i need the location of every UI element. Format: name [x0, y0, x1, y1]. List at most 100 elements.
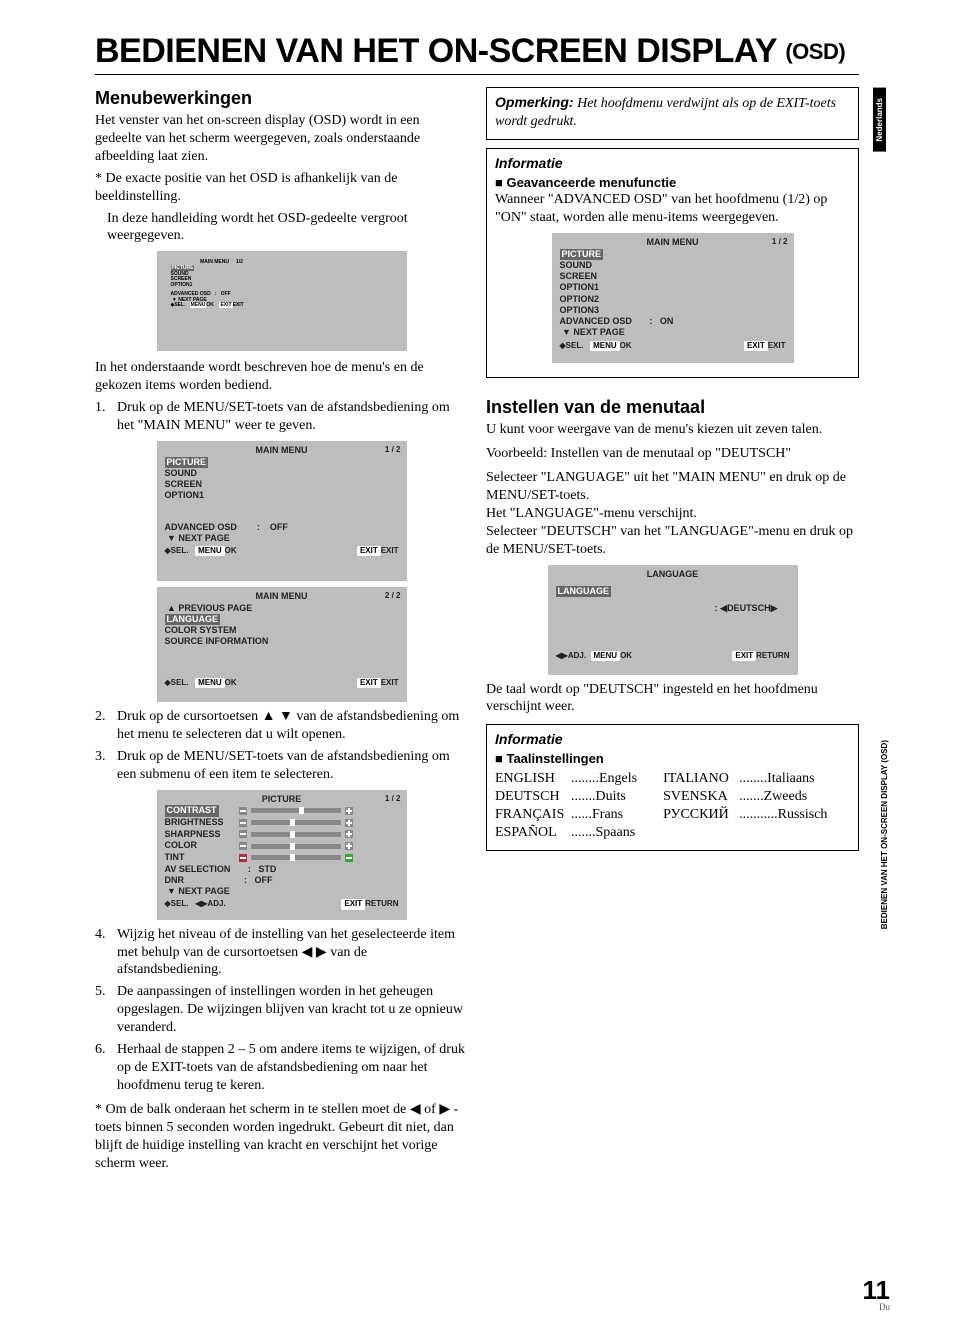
osd-pic-sharpness: SHARPNESS — [165, 829, 235, 841]
osd-lang-value: DEUTSCH — [727, 603, 771, 613]
osd-adv-advrow: ADVANCED OSD : ON — [552, 316, 794, 327]
osd-adv-item-picture: PICTURE — [560, 249, 604, 260]
heading-instellen: Instellen van de menutaal — [486, 396, 859, 419]
osd-adv-item-opt2: OPTION2 — [552, 294, 794, 305]
osd-pic-contrast: CONTRAST — [165, 805, 219, 817]
osd-adv-item-sound: SOUND — [552, 260, 794, 271]
osd-adv-item-screen: SCREEN — [552, 271, 794, 282]
intro-p2: In het onderstaande wordt beschreven hoe… — [95, 359, 468, 395]
osd-thumb-panel: MAIN MENU 1/2 PICTURE SOUND SCREEN OPTIO… — [167, 257, 277, 329]
r-p4: Voorbeeld: Instellen van de menutaal op … — [486, 445, 859, 463]
step-5-text: De aanpassingen of instellingen worden i… — [117, 983, 468, 1037]
right-column: Opmerking: Het hoofdmenu verdwijnt als o… — [486, 87, 859, 1172]
osd-language: LANGUAGE LANGUAGE : ◀DEUTSCH▶ ◀▶ADJ. MEN… — [548, 565, 798, 675]
osd-main-menu-2: MAIN MENU 2 / 2 ▲ PREVIOUS PAGE LANGUAGE… — [157, 587, 407, 702]
osd-lang-title: LANGUAGE — [548, 565, 798, 581]
osd-main2-item-color: COLOR SYSTEM — [157, 625, 407, 636]
osd-main1-foot: ◆SEL. MENUOK EXITEXIT — [157, 544, 407, 561]
osd-lang-row: LANGUAGE — [548, 586, 798, 597]
step-3-text: Druk op de MENU/SET-toets van de afstand… — [117, 748, 468, 784]
r-p5: Selecteer "LANGUAGE" uit het "MAIN MENU"… — [486, 469, 859, 505]
step-2-num: 2. — [95, 708, 111, 744]
left-column: Menubewerkingen Het venster van het on-s… — [95, 87, 468, 1172]
title-suffix: (OSD) — [785, 39, 845, 64]
lang-col-1: ENGLISH........Engels DEUTSCH.......Duit… — [495, 770, 637, 842]
osd-pic-foot: ◆SEL. ◀▶ADJ. EXITRETURN — [157, 897, 407, 914]
osd-lang-label: LANGUAGE — [556, 586, 612, 597]
osd-main1-adv-label: ADVANCED OSD — [165, 522, 237, 532]
step-4-num: 4. — [95, 926, 111, 980]
intro-note2: In deze handleiding wordt het OSD-gedeel… — [95, 210, 468, 246]
step-6-num: 6. — [95, 1041, 111, 1095]
info2-title: Informatie — [495, 731, 850, 749]
content-columns: Menubewerkingen Het venster van het on-s… — [95, 87, 859, 1172]
osd-picture: PICTURE 1 / 2 CONTRAST BRIGHTNESS SHARPN… — [157, 790, 407, 920]
language-table: ENGLISH........Engels DEUTSCH.......Duit… — [495, 770, 850, 842]
intro-note: * De exacte positie van het OSD is afhan… — [95, 170, 468, 206]
menu-btn-icon: MENU — [195, 546, 225, 556]
osd-picture-pg: 1 / 2 — [385, 794, 401, 804]
side-tab-lang-wrap: Nederlands — [873, 88, 891, 156]
r-p6: Het "LANGUAGE"-menu verschijnt. — [486, 505, 859, 523]
side-tab-section: BEDIENEN VAN HET ON-SCREEN DISPLAY (OSD) — [880, 740, 889, 929]
osd-main-menu-1: MAIN MENU 1 / 2 PICTURE SOUND SCREEN OPT… — [157, 441, 407, 581]
side-tab-language: Nederlands — [873, 88, 886, 152]
step-2: 2. Druk op de cursortoetsen ▲ ▼ van de a… — [95, 708, 468, 744]
step-2-text: Druk op de cursortoetsen ▲ ▼ van de afst… — [117, 708, 468, 744]
osd-main2-foot: ◆SEL. MENUOK EXITEXIT — [157, 676, 407, 693]
info-box-languages: Informatie ■ Taalinstellingen ENGLISH...… — [486, 724, 859, 850]
osd-pic-tint: TINT — [165, 852, 235, 864]
osd-main2-prev: ▲ PREVIOUS PAGE — [157, 603, 407, 614]
osd-adv-foot: ◆SEL. MENUOK EXITEXIT — [552, 339, 794, 356]
osd-main2-title: MAIN MENU — [157, 587, 407, 603]
osd-adv-next: ▼ NEXT PAGE — [552, 327, 794, 338]
osd-main1-adv-val: OFF — [270, 522, 288, 532]
osd-main2-item-language: LANGUAGE — [165, 614, 221, 625]
step-6-text: Herhaal de stappen 2 – 5 om andere items… — [117, 1041, 468, 1095]
osd-pic-brightness: BRIGHTNESS — [165, 817, 235, 829]
osd-main1-item-sound: SOUND — [157, 468, 407, 479]
step-1-num: 1. — [95, 399, 111, 435]
osd-main2-item-source: SOURCE INFORMATION — [157, 636, 407, 647]
osd-pic-next: ▼ NEXT PAGE — [157, 886, 407, 897]
footnote: * Om de balk onderaan het scherm in te s… — [95, 1101, 468, 1173]
step-5: 5. De aanpassingen of instellingen worde… — [95, 983, 468, 1037]
exit-btn-icon: EXIT — [357, 546, 381, 556]
osd-thumb-frame: MAIN MENU 1/2 PICTURE SOUND SCREEN OPTIO… — [157, 251, 407, 351]
osd-main1-item-option1: OPTION1 — [157, 490, 407, 501]
osd-pic-av: AV SELECTION : STD — [157, 864, 407, 875]
osd-adv-title: MAIN MENU — [552, 233, 794, 249]
page-title: BEDIENEN VAN HET ON-SCREEN DISPLAY (OSD) — [95, 32, 859, 71]
info1-title: Informatie — [495, 155, 850, 173]
osd-main1-adv: ADVANCED OSD : OFF — [157, 522, 407, 533]
r-p3: U kunt voor weergave van de menu's kieze… — [486, 421, 859, 439]
osd-main1-next: ▼ NEXT PAGE — [157, 533, 407, 544]
osd-pic-dnr: DNR : OFF — [157, 875, 407, 886]
step-4-text: Wijzig het niveau of de instelling van h… — [117, 926, 468, 980]
step-3: 3. Druk op de MENU/SET-toets van de afst… — [95, 748, 468, 784]
osd-adv-pg: 1 / 2 — [772, 237, 788, 247]
lang-col-2: ITALIANO........Italiaans SVENSKA.......… — [663, 770, 827, 842]
osd-lang-value-row: : ◀DEUTSCH▶ — [548, 603, 798, 614]
opmerking-label: Opmerking: — [495, 94, 574, 110]
intro-p1: Het venster van het on-screen display (O… — [95, 112, 468, 166]
osd-main2-pg: 2 / 2 — [385, 591, 401, 601]
step-4: 4. Wijzig het niveau of de instelling va… — [95, 926, 468, 980]
title-rule — [95, 74, 859, 75]
info1-text: Wanneer "ADVANCED OSD" van het hoofdmenu… — [495, 191, 850, 227]
step-5-num: 5. — [95, 983, 111, 1037]
r-p8: De taal wordt op "DEUTSCH" ingesteld en … — [486, 681, 859, 717]
page-root: BEDIENEN VAN HET ON-SCREEN DISPLAY (OSD)… — [0, 0, 954, 1340]
osd-adv-main-menu: MAIN MENU 1 / 2 PICTURE SOUND SCREEN OPT… — [552, 233, 794, 363]
r-p7: Selecteer "DEUTSCH" van het "LANGUAGE"-m… — [486, 523, 859, 559]
info1-sub: ■ Geavanceerde menufunctie — [495, 175, 850, 192]
info-box-advanced: Informatie ■ Geavanceerde menufunctie Wa… — [486, 148, 859, 378]
info2-sub: ■ Taalinstellingen — [495, 751, 850, 768]
heading-menubewerkingen: Menubewerkingen — [95, 87, 468, 110]
osd-picture-title: PICTURE — [157, 790, 407, 806]
osd-adv-item-opt1: OPTION1 — [552, 282, 794, 293]
osd-main1-item-picture: PICTURE — [165, 457, 209, 468]
osd-main1-item-screen: SCREEN — [157, 479, 407, 490]
step-1-text: Druk op de MENU/SET-toets van de afstand… — [117, 399, 468, 435]
plus-icon — [345, 807, 353, 815]
